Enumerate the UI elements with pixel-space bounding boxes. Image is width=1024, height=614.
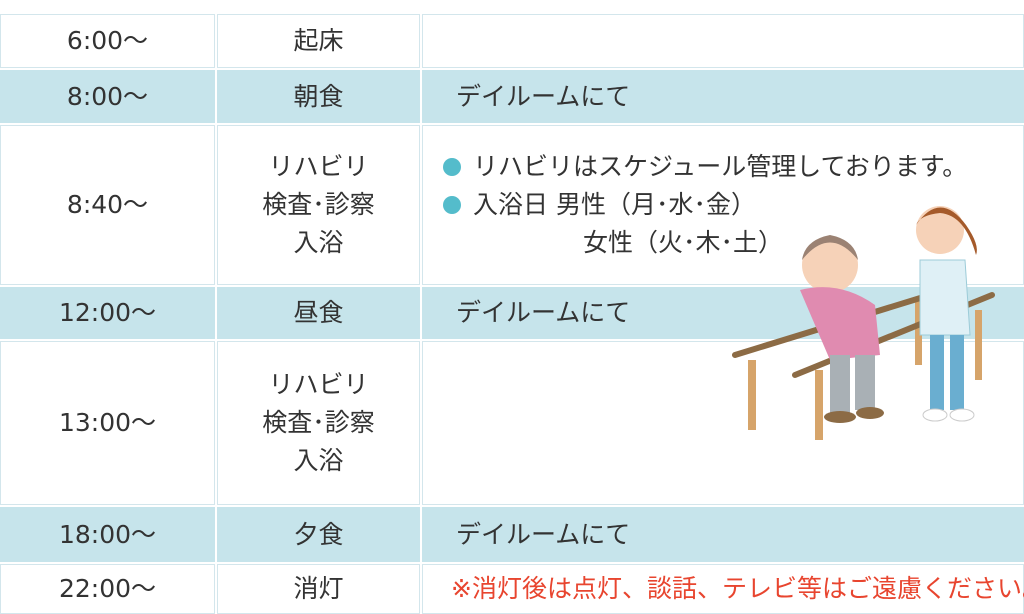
time-cell: 8:00～ — [0, 70, 215, 123]
activity-cell: 夕食 — [217, 507, 420, 562]
activity-line: 朝食 — [293, 81, 344, 111]
bullet-continuation: 女性（火･木･土） — [583, 228, 784, 257]
note-text: デイルームにて — [456, 519, 631, 549]
time-cell: 12:00～ — [0, 287, 215, 339]
activity-cell: 昼食 — [217, 287, 420, 339]
activity-line: 検査･診察 — [262, 408, 375, 437]
activity-line: 入浴 — [293, 228, 344, 257]
activity-cell: 朝食 — [217, 70, 420, 123]
activity-line: 入浴 — [293, 446, 344, 475]
time-cell: 18:00～ — [0, 507, 215, 562]
activity-cell: 消灯 — [217, 564, 420, 614]
bullet-item: 入浴日 男性（月･水･金） — [443, 186, 756, 224]
activity-cell: リハビリ検査･診察入浴 — [217, 125, 420, 285]
note-cell: リハビリはスケジュール管理しております。 入浴日 男性（月･水･金） 女性（火･木･… — [422, 125, 1024, 285]
bullet-dot — [443, 158, 461, 176]
note-cell — [422, 341, 1024, 505]
activity-line: 夕食 — [293, 519, 344, 549]
illustration — [732, 206, 995, 440]
activity-cell: 起床 — [217, 14, 420, 68]
nurse-figure — [916, 206, 977, 422]
activity-line: 検査･診察 — [262, 190, 375, 219]
activity-line: リハビリ — [268, 370, 369, 399]
warning-text: ※消灯後は点灯、談話、テレビ等はご遠慮ください。 — [451, 574, 1024, 603]
note-text: デイルームにて — [456, 298, 631, 327]
note-text: デイルームにて — [456, 81, 631, 111]
time-cell: 6:00～ — [0, 14, 215, 68]
activity-line: 消灯 — [293, 574, 344, 603]
activity-line: 起床 — [293, 26, 344, 55]
bullet-item: リハビリはスケジュール管理しております。 — [443, 148, 967, 186]
time-cell: 13:00～ — [0, 341, 215, 505]
note-cell: デイルームにて — [422, 507, 1024, 562]
note-cell: デイルームにて — [422, 70, 1024, 123]
elderly-figure — [800, 235, 884, 423]
time-cell: 8:40～ — [0, 125, 215, 285]
bullet-text: 入浴日 男性（月･水･金） — [473, 190, 756, 219]
bullet-dot — [443, 196, 461, 214]
activity-line: 昼食 — [293, 298, 344, 327]
bullet-text: リハビリはスケジュール管理しております。 — [473, 152, 968, 181]
note-cell: ※消灯後は点灯、談話、テレビ等はご遠慮ください。 — [422, 564, 1024, 614]
note-cell — [422, 14, 1024, 68]
activity-cell: リハビリ検査･診察入浴 — [217, 341, 420, 505]
time-cell: 22:00～ — [0, 564, 215, 614]
activity-line: リハビリ — [268, 152, 369, 181]
